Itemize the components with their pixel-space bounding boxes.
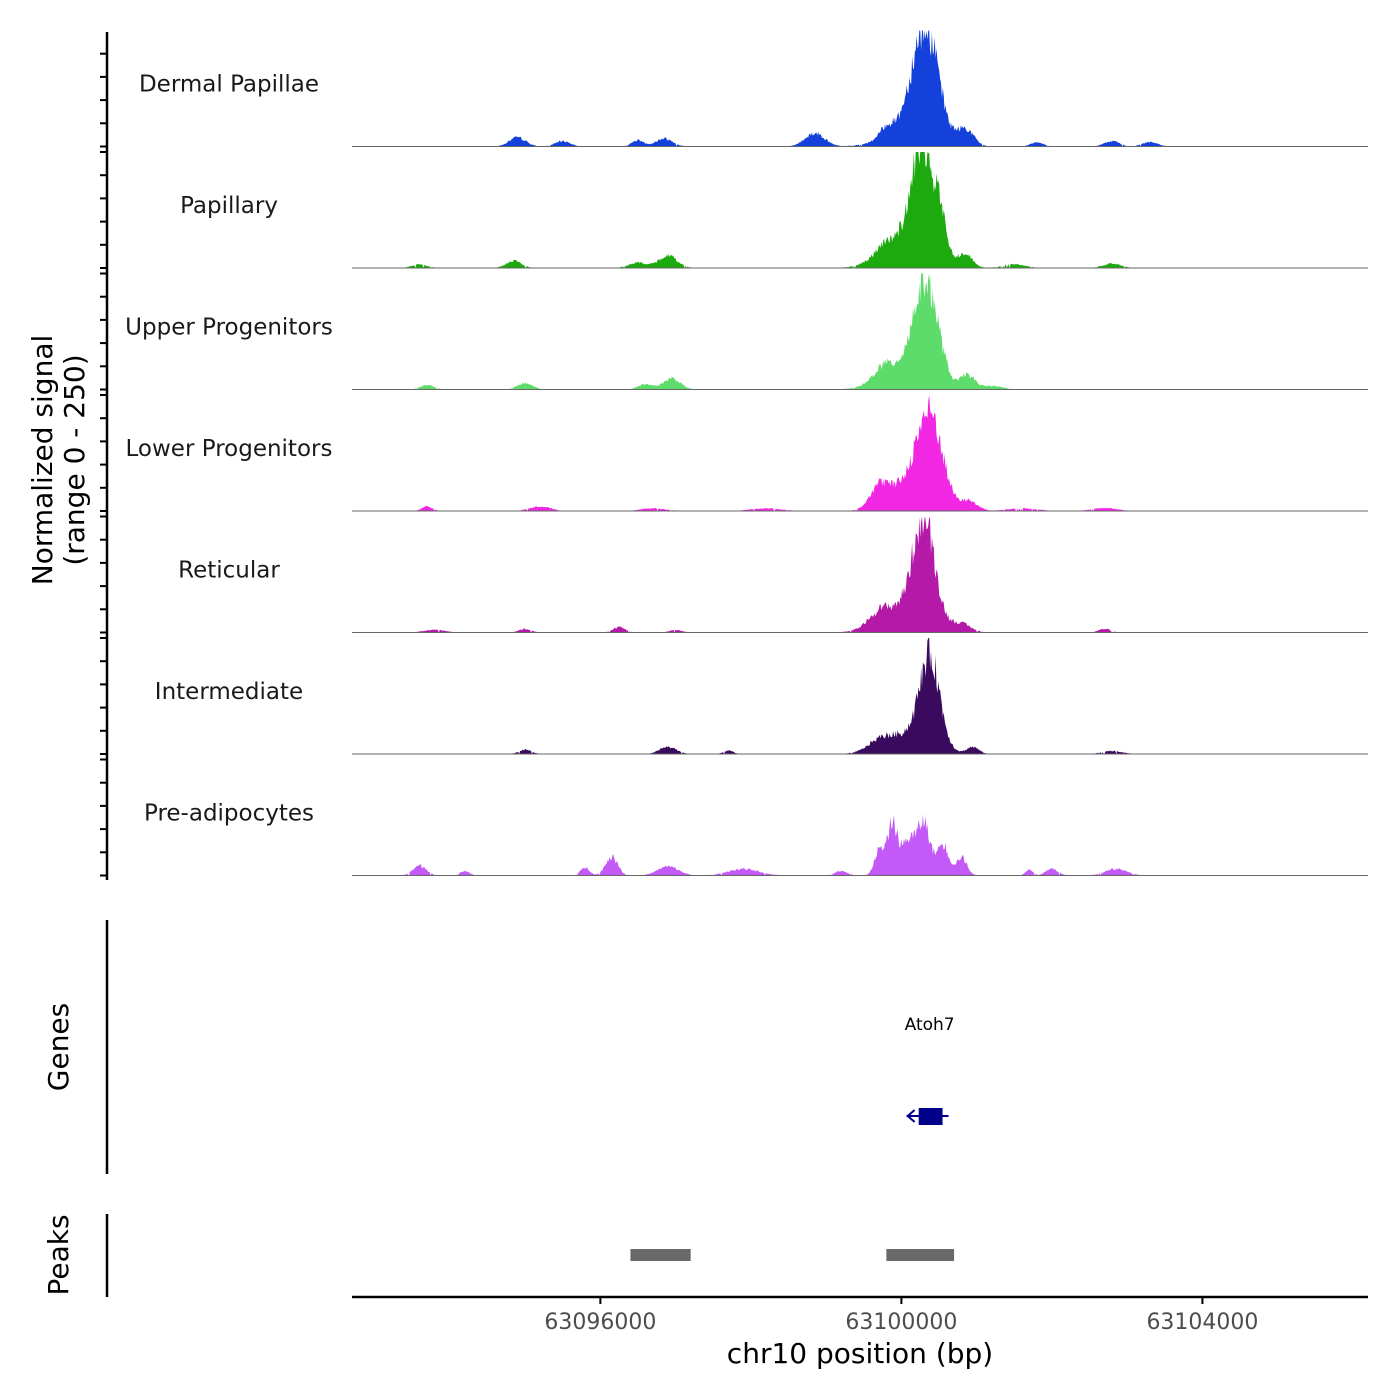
track-label: Upper Progenitors xyxy=(125,315,333,341)
signal-area xyxy=(400,813,1282,876)
track-label: Lower Progenitors xyxy=(126,436,333,462)
genes-panel-label: Genes xyxy=(42,1003,75,1091)
x-tick-label: 63100000 xyxy=(845,1310,957,1335)
signal-area xyxy=(400,638,1282,754)
peaks-panel-label: Peaks xyxy=(42,1214,75,1295)
track-label: Dermal Papillae xyxy=(139,72,319,98)
signal-tracks: Dermal Papillae Papillary Upper Progenitor… xyxy=(125,30,1368,876)
y-axis-label-line1: Normalized signal xyxy=(26,335,59,586)
gene-label: Atoh7 xyxy=(905,1015,955,1035)
signal-area xyxy=(400,395,1282,511)
track-upper-progenitors: Upper Progenitors xyxy=(125,273,1368,390)
track-label: Pre-adipocytes xyxy=(144,801,314,827)
track-papillary: Papillary xyxy=(180,152,1368,269)
x-tick-label: 63104000 xyxy=(1146,1310,1258,1335)
track-intermediate: Intermediate xyxy=(155,638,1368,755)
track-lower-progenitors: Lower Progenitors xyxy=(126,395,1368,512)
y-axis-label-line2: (range 0 - 250) xyxy=(58,354,91,565)
peak-region xyxy=(886,1249,955,1261)
x-axis-ticks: 63096000 63100000 63104000 xyxy=(544,1297,1258,1335)
track-dermal-papillae: Dermal Papillae xyxy=(139,30,1368,147)
track-label: Papillary xyxy=(180,193,278,219)
peak-regions-panel xyxy=(630,1249,955,1261)
track-reticular: Reticular xyxy=(178,516,1368,633)
gene-annotation-panel: Atoh7 xyxy=(905,1015,955,1125)
signal-area xyxy=(400,152,1282,268)
signal-y-axis xyxy=(100,32,109,880)
peak-region xyxy=(630,1249,691,1261)
track-pre-adipocytes: Pre-adipocytes xyxy=(144,801,1368,876)
x-tick-label: 63096000 xyxy=(544,1310,656,1335)
signal-area xyxy=(400,30,1282,147)
signal-area xyxy=(400,273,1282,390)
track-label: Intermediate xyxy=(155,679,303,705)
track-label: Reticular xyxy=(178,558,280,584)
gene-exon xyxy=(918,1108,943,1125)
strand-arrow xyxy=(906,1109,916,1123)
x-axis-label: chr10 position (bp) xyxy=(727,1337,993,1370)
signal-area xyxy=(400,516,1282,633)
